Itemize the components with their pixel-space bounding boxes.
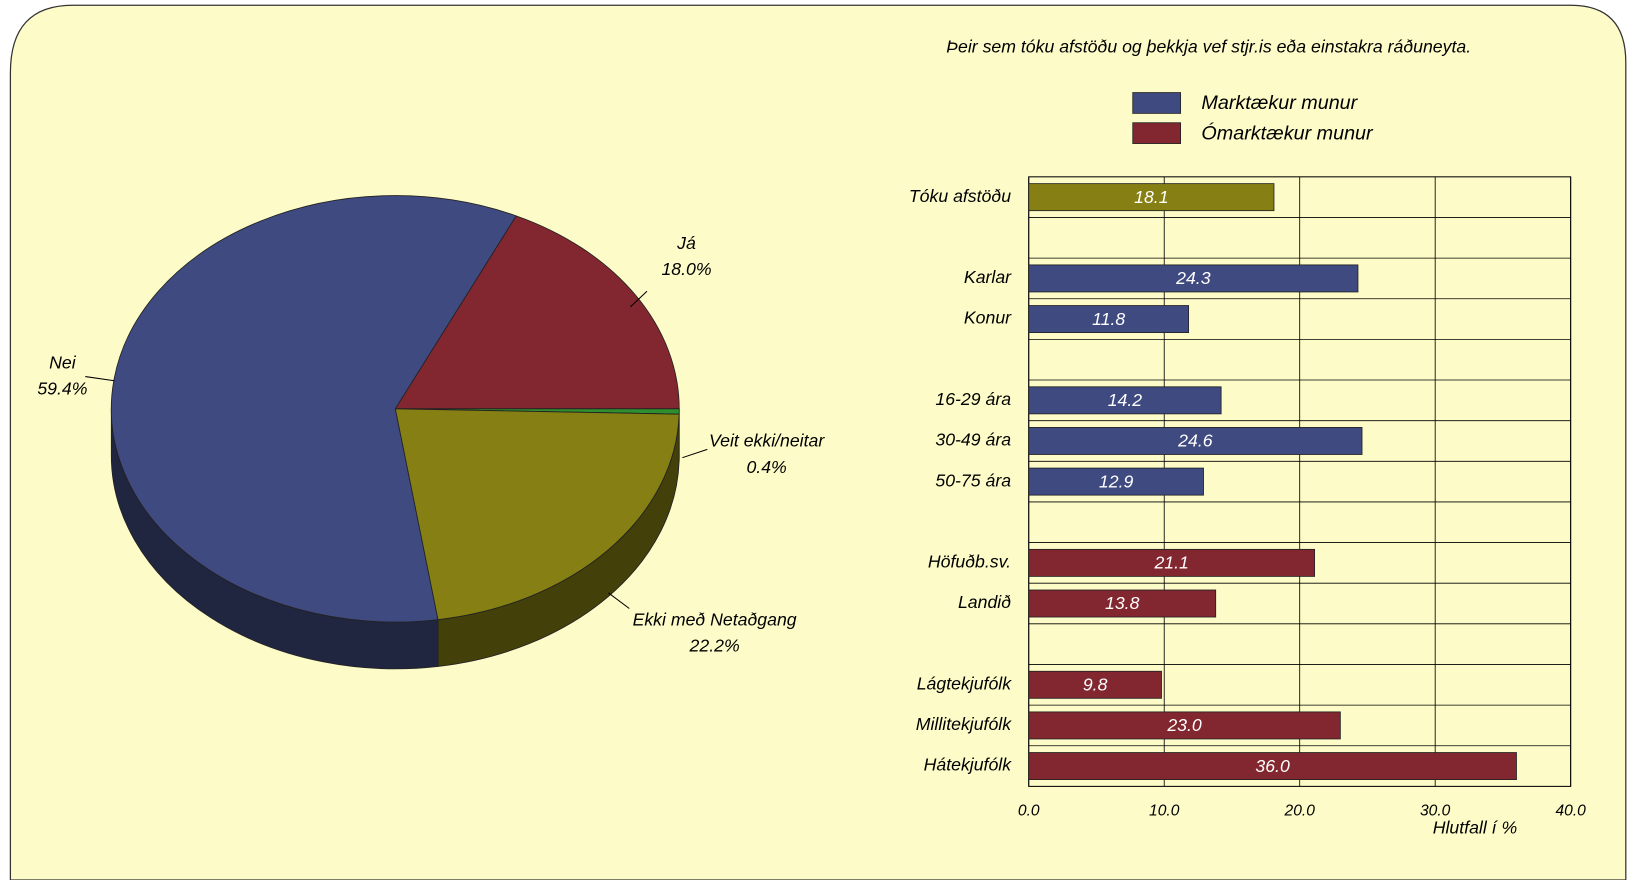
bar-label: 11.8: [1092, 309, 1125, 329]
x-tick-label: 10.0: [1149, 802, 1180, 819]
bar-label: 21.1: [1153, 553, 1188, 573]
x-tick-label: 40.0: [1555, 802, 1586, 819]
bar-label: 23.0: [1166, 715, 1202, 735]
x-tick-label: 0.0: [1018, 802, 1040, 819]
y-tick-label: Höfuðb.sv.: [928, 552, 1011, 572]
legend-label: Ómarktækur munur: [1201, 121, 1374, 144]
bar: [1028, 670, 1162, 699]
bar-label: 13.8: [1105, 593, 1140, 613]
y-tick-label: Konur: [964, 308, 1012, 328]
bar-label: 9.8: [1083, 675, 1108, 695]
bar: [1028, 386, 1222, 415]
bar: [1028, 427, 1363, 455]
pie-slice: [394, 215, 680, 410]
leader-line: [629, 290, 648, 308]
bar: [1028, 183, 1275, 212]
leader-line: [85, 376, 115, 382]
bar: [1028, 305, 1190, 334]
y-tick-label: Lágtekjufólk: [917, 673, 1012, 693]
legend-label: Marktækur munur: [1201, 92, 1358, 114]
bar-label: 36.0: [1255, 756, 1290, 776]
bar: [1028, 548, 1316, 577]
bar: [1028, 264, 1359, 293]
y-tick-label: Millitekjufólk: [916, 714, 1012, 734]
y-tick-label: Tóku afstöðu: [909, 186, 1011, 206]
legend-swatch: [1132, 92, 1182, 114]
bar: [1028, 467, 1204, 496]
pie-slice: [394, 408, 680, 621]
bar: [1028, 711, 1341, 740]
slice-value: 22.2%: [689, 636, 740, 656]
slice-label: Nei: [49, 353, 77, 373]
y-tick-label: Karlar: [964, 267, 1012, 287]
bar-label: 24.3: [1175, 268, 1211, 288]
y-tick-label: 30-49 ára: [935, 430, 1011, 450]
x-tick-label: 30.0: [1420, 802, 1451, 819]
bar: [1028, 752, 1517, 780]
y-tick-label: 16-29 ára: [935, 389, 1011, 409]
pie-slice: [110, 195, 517, 623]
bar-label: 14.2: [1108, 390, 1143, 410]
slice-label: Já: [676, 233, 696, 253]
slice-label: Ekki með Netaðgang: [633, 610, 797, 630]
y-tick-label: Hátekjufólk: [924, 755, 1013, 775]
slice-value: 18.0%: [661, 259, 711, 279]
slice-label: Veit ekki/neitar: [709, 431, 825, 451]
slice-value: 59.4%: [37, 379, 87, 399]
leader-line: [608, 592, 630, 609]
legend-swatch: [1132, 122, 1182, 144]
bar: [1028, 589, 1217, 618]
bar-label: 24.6: [1177, 431, 1213, 451]
y-tick-label: Landið: [958, 592, 1011, 612]
leader-line: [682, 448, 708, 459]
bar-label: 18.1: [1134, 187, 1168, 207]
chart-title: Þeir sem tóku afstöðu og þekkja vef stjr…: [946, 37, 1471, 57]
x-axis-label: Hlutfall í %: [1433, 818, 1517, 838]
y-tick-label: 50-75 ára: [935, 470, 1011, 490]
slice-value: 0.4%: [746, 457, 786, 477]
x-tick-label: 20.0: [1284, 802, 1316, 819]
bar-label: 12.9: [1099, 471, 1134, 491]
